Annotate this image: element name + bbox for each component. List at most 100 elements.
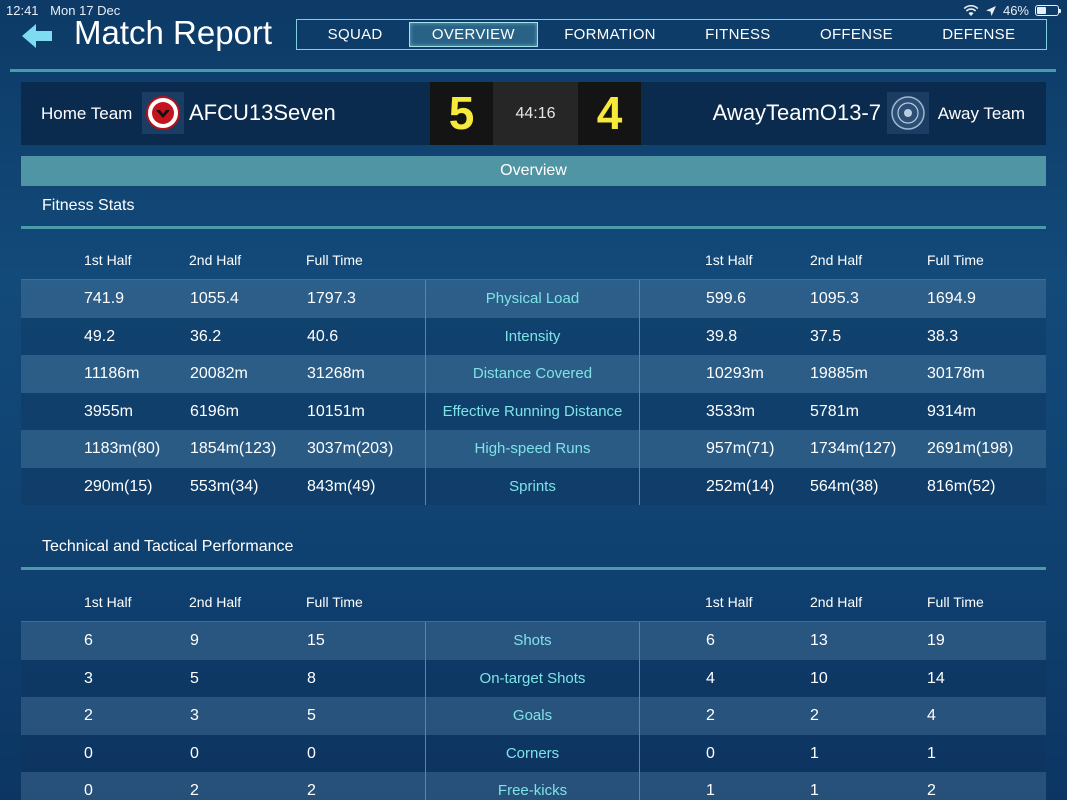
away-stat-cell: 564m(38) xyxy=(810,477,879,495)
table-row: 741.9 1055.4 1797.3 Physical Load 599.6 1095.… xyxy=(21,280,1046,318)
battery-icon xyxy=(1035,5,1061,16)
back-arrow-icon[interactable] xyxy=(20,22,54,50)
column-divider xyxy=(425,467,426,505)
away-stat-cell: 2 xyxy=(810,707,819,724)
battery-percent: 46% xyxy=(1002,3,1029,18)
column-divider xyxy=(639,697,640,735)
column-divider xyxy=(425,659,426,697)
status-bar: 12:41 Mon 17 Dec 46% xyxy=(0,0,1067,20)
technical-away-full-time-header: Full Time xyxy=(927,594,984,610)
home-stat-cell: 290m(15) xyxy=(84,477,153,495)
tab-overview[interactable]: OVERVIEW xyxy=(408,22,538,47)
column-divider xyxy=(425,697,426,735)
status-time: 12:41 xyxy=(6,3,39,18)
home-stat-cell: 0 xyxy=(84,782,93,799)
away-stat-cell: 30178m xyxy=(927,365,985,382)
technical-away-2nd-half-header: 2nd Half xyxy=(810,594,863,610)
wifi-icon xyxy=(963,4,979,16)
away-stat-cell: 5781m xyxy=(810,402,859,420)
table-row: 290m(15) 553m(34) 843m(49) Sprints 252m(14) 5… xyxy=(21,467,1046,505)
tab-defense[interactable]: DEFENSE xyxy=(942,26,1016,43)
stat-label: Free-kicks xyxy=(497,782,568,799)
away-stat-cell: 19 xyxy=(927,632,945,649)
table-row: 11186m 20082m 31268m Distance Covered 10293m… xyxy=(21,355,1046,393)
home-stat-cell: 20082m xyxy=(190,365,248,382)
column-divider xyxy=(639,734,640,772)
stat-label: Corners xyxy=(505,744,560,762)
stat-label: Intensity xyxy=(504,327,561,345)
technical-divider xyxy=(21,567,1046,570)
stat-label: Shots xyxy=(513,632,552,649)
column-divider xyxy=(639,430,640,468)
home-stat-cell: 1055.4 xyxy=(190,290,239,307)
fitness-stats-title: Fitness Stats xyxy=(42,197,135,214)
away-stat-cell: 0 xyxy=(706,744,715,762)
table-row: 0 2 2 Free-kicks 1 1 2 xyxy=(21,772,1046,800)
tab-offense[interactable]: OFFENSE xyxy=(819,26,893,43)
away-stat-cell: 1 xyxy=(927,744,936,762)
column-divider xyxy=(425,392,426,430)
tab-squad[interactable]: SQUAD xyxy=(327,26,383,43)
home-stat-cell: 0 xyxy=(84,744,93,762)
away-stat-cell: 816m(52) xyxy=(927,477,996,495)
status-date: Mon 17 Dec xyxy=(50,3,121,18)
away-stat-cell: 9314m xyxy=(927,402,976,420)
away-stat-cell: 10 xyxy=(810,669,828,687)
column-divider xyxy=(425,772,426,800)
away-stat-cell: 252m(14) xyxy=(706,477,775,495)
home-stat-cell: 10151m xyxy=(307,402,365,420)
home-stat-cell: 2 xyxy=(190,782,199,799)
table-row: 49.2 36.2 40.6 Intensity 39.8 37.5 38.3 xyxy=(21,317,1046,355)
technical-home-1st-half-header: 1st Half xyxy=(84,594,132,610)
stat-label: Distance Covered xyxy=(472,365,593,382)
status-left: 12:41 Mon 17 Dec xyxy=(6,3,128,18)
column-divider xyxy=(639,772,640,800)
home-stat-cell: 31268m xyxy=(307,365,365,382)
home-team-name: AFCU13Seven xyxy=(189,100,336,125)
away-stat-cell: 4 xyxy=(706,669,715,687)
away-stat-cell: 599.6 xyxy=(706,290,747,307)
stat-label: On-target Shots xyxy=(479,669,586,687)
home-stat-cell: 1854m(123) xyxy=(190,440,277,457)
fitness-home-1st-half-header: 1st Half xyxy=(84,252,132,268)
home-stat-cell: 9 xyxy=(190,632,199,649)
scoreboard: Home Team AFCU13Seven 5 44:16 4 AwayTeam… xyxy=(21,82,1046,145)
column-divider xyxy=(639,467,640,505)
away-stat-cell: 2691m(198) xyxy=(927,440,1014,457)
column-divider xyxy=(425,355,426,393)
away-stat-cell: 14 xyxy=(927,669,945,687)
away-stat-cell: 2 xyxy=(706,707,715,724)
away-stat-cell: 13 xyxy=(810,632,828,649)
fitness-home-2nd-half-header: 2nd Half xyxy=(189,252,242,268)
technical-home-full-time-header: Full Time xyxy=(306,594,363,610)
away-stat-cell: 1694.9 xyxy=(927,290,976,307)
away-team-label: Away Team xyxy=(937,104,1025,123)
home-stat-cell: 553m(34) xyxy=(190,477,259,495)
column-divider xyxy=(639,355,640,393)
nav-tabs: SQUAD OVERVIEW FORMATION FITNESS OFFENSE… xyxy=(296,19,1047,50)
stat-label: Effective Running Distance xyxy=(442,402,623,420)
column-divider xyxy=(639,392,640,430)
away-stat-cell: 1 xyxy=(810,782,819,799)
away-stat-cell: 1734m(127) xyxy=(810,440,897,457)
away-stat-cell: 6 xyxy=(706,632,715,649)
home-stat-cell: 49.2 xyxy=(84,327,116,345)
table-row: 0 0 0 Corners 0 1 1 xyxy=(21,734,1046,772)
home-stat-cell: 3955m xyxy=(84,402,133,420)
tab-fitness[interactable]: FITNESS xyxy=(705,26,771,43)
away-stat-cell: 4 xyxy=(927,707,936,724)
home-stat-cell: 2 xyxy=(307,782,316,799)
home-stat-cell: 5 xyxy=(190,669,199,687)
fitness-divider xyxy=(21,226,1046,229)
match-clock: 44:16 xyxy=(493,82,578,145)
tab-formation[interactable]: FORMATION xyxy=(564,26,656,43)
home-stat-cell: 1183m(80) xyxy=(84,440,161,457)
column-divider xyxy=(639,317,640,355)
home-stat-cell: 8 xyxy=(307,669,316,687)
fitness-stats-table: 741.9 1055.4 1797.3 Physical Load 599.6 1095.… xyxy=(21,279,1046,505)
away-stat-cell: 19885m xyxy=(810,365,868,382)
home-stat-cell: 0 xyxy=(307,744,316,762)
fitness-away-1st-half-header: 1st Half xyxy=(705,252,753,268)
column-divider xyxy=(425,317,426,355)
away-stat-cell: 2 xyxy=(927,782,936,799)
